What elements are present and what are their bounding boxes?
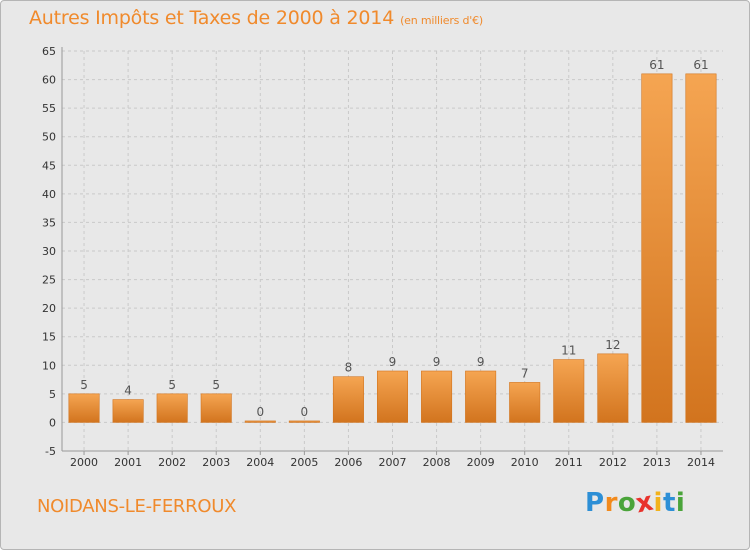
y-tick-label: 15	[42, 331, 56, 344]
y-tick-label: 25	[42, 274, 56, 287]
x-tick-label: 2002	[158, 456, 186, 469]
commune-name: NOIDANS-LE-FERROUX	[37, 496, 237, 517]
value-label: 5	[168, 378, 176, 392]
bar	[597, 353, 629, 423]
value-label: 9	[389, 355, 397, 369]
x-tick-label: 2014	[687, 456, 715, 469]
bar	[68, 393, 100, 423]
value-label: 0	[256, 405, 264, 419]
y-tick-label: 50	[42, 131, 56, 144]
bar	[244, 420, 276, 423]
value-label: 61	[693, 58, 708, 72]
y-tick-label: 0	[49, 416, 56, 429]
proxiti-logo: Proxiti	[585, 487, 686, 520]
bar	[288, 420, 320, 423]
x-tick-label: 2009	[467, 456, 495, 469]
bar	[112, 399, 144, 423]
x-tick-label: 2005	[290, 456, 318, 469]
bar	[465, 370, 497, 423]
x-tick-label: 2008	[423, 456, 451, 469]
x-tick-label: 2013	[643, 456, 671, 469]
value-label: 61	[649, 58, 664, 72]
bar	[200, 393, 232, 423]
value-label: 11	[561, 344, 576, 358]
y-tick-label: 40	[42, 188, 56, 201]
unit-label: (en milliers d'€)	[400, 14, 483, 27]
bar	[376, 370, 409, 423]
x-tick-label: 2001	[114, 456, 142, 469]
bar	[421, 370, 453, 423]
x-tick-label: 2000	[70, 456, 98, 469]
bar	[156, 393, 188, 423]
logo-letter: r	[604, 488, 618, 518]
value-label: 4	[124, 384, 132, 398]
logo-letter: t	[662, 488, 676, 518]
value-label: 7	[521, 366, 529, 380]
y-tick-label: 20	[42, 302, 56, 315]
x-tick-label: 2012	[599, 456, 627, 469]
x-tick-label: 2004	[246, 456, 274, 469]
logo-letter: i	[653, 488, 663, 518]
bar	[641, 73, 673, 423]
bar	[685, 73, 717, 423]
value-label: 0	[301, 405, 309, 419]
y-tick-label: 10	[42, 359, 56, 372]
chart-title: Autres Impôts et Taxes de 2000 à 2014 (en…	[29, 7, 483, 29]
chart-title-text: Autres Impôts et Taxes de 2000 à 2014	[29, 7, 395, 29]
y-tick-label: 35	[42, 216, 56, 229]
y-tick-label: 55	[42, 102, 56, 115]
y-tick-label: 60	[42, 74, 56, 87]
value-label: 8	[345, 361, 353, 375]
y-tick-label: 65	[42, 45, 56, 58]
y-tick-label: 30	[42, 245, 56, 258]
x-tick-label: 2011	[555, 456, 583, 469]
x-tick-label: 2003	[202, 456, 230, 469]
value-label: 5	[212, 378, 220, 392]
bar	[332, 376, 364, 423]
y-tick-label: 45	[42, 159, 56, 172]
x-tick-label: 2006	[334, 456, 362, 469]
x-tick-label: 2007	[379, 456, 407, 469]
bar	[553, 359, 585, 423]
bar	[509, 382, 541, 423]
value-label: 12	[605, 338, 620, 352]
value-label: 9	[433, 355, 441, 369]
logo-letter: P	[585, 488, 605, 518]
value-label: 9	[477, 355, 485, 369]
logo-letter: i	[675, 488, 686, 518]
y-tick-label: -5	[45, 445, 56, 458]
logo-letter: o	[617, 488, 637, 518]
x-tick-label: 2010	[511, 456, 539, 469]
y-tick-label: 5	[49, 388, 56, 401]
value-label: 5	[80, 378, 88, 392]
